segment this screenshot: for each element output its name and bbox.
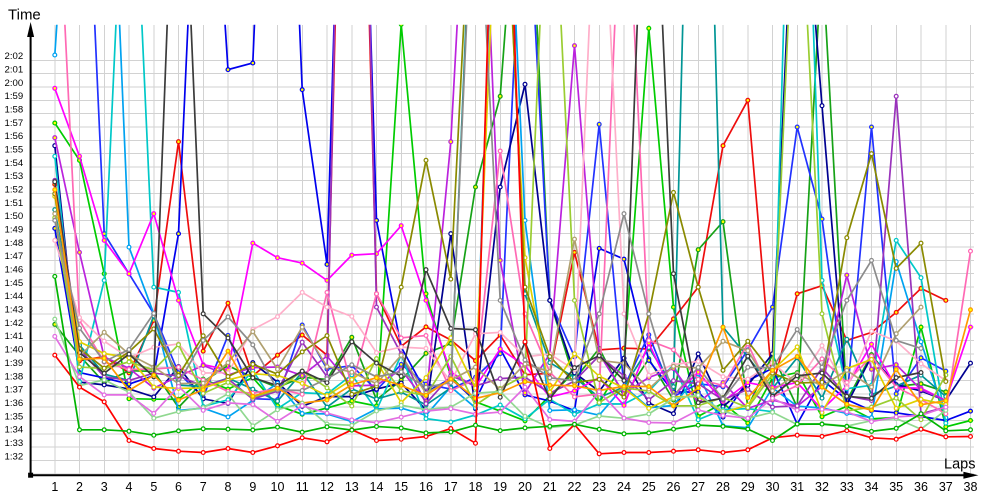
svg-text:1:38: 1:38	[5, 371, 24, 382]
svg-text:28: 28	[716, 480, 730, 494]
svg-text:22: 22	[568, 480, 582, 494]
svg-text:15: 15	[394, 480, 408, 494]
svg-text:24: 24	[617, 480, 631, 494]
svg-text:2:00: 2:00	[5, 78, 24, 89]
svg-text:1:34: 1:34	[5, 425, 24, 436]
svg-text:1:45: 1:45	[5, 278, 24, 289]
svg-text:1:54: 1:54	[5, 158, 24, 169]
svg-text:9: 9	[249, 480, 256, 494]
svg-text:16: 16	[419, 480, 433, 494]
svg-text:6: 6	[175, 480, 182, 494]
svg-text:1:46: 1:46	[5, 265, 24, 276]
svg-text:1:36: 1:36	[5, 398, 24, 409]
svg-text:1:43: 1:43	[5, 305, 24, 316]
svg-text:35: 35	[889, 480, 903, 494]
svg-text:30: 30	[766, 480, 780, 494]
svg-text:29: 29	[741, 480, 755, 494]
svg-text:5: 5	[150, 480, 157, 494]
svg-text:19: 19	[493, 480, 507, 494]
svg-text:1:52: 1:52	[5, 185, 24, 196]
svg-text:1:40: 1:40	[5, 345, 24, 356]
svg-text:23: 23	[592, 480, 606, 494]
svg-text:1:59: 1:59	[5, 91, 24, 102]
svg-text:1:57: 1:57	[5, 118, 24, 129]
svg-text:1:42: 1:42	[5, 318, 24, 329]
svg-text:1:48: 1:48	[5, 238, 24, 249]
svg-text:2: 2	[76, 480, 83, 494]
svg-text:34: 34	[865, 480, 879, 494]
svg-text:36: 36	[914, 480, 928, 494]
svg-text:2:02: 2:02	[5, 51, 24, 62]
svg-text:21: 21	[543, 480, 557, 494]
svg-text:1:32: 1:32	[5, 451, 24, 462]
svg-text:7: 7	[200, 480, 207, 494]
svg-text:13: 13	[345, 480, 359, 494]
svg-text:33: 33	[840, 480, 854, 494]
svg-text:1:41: 1:41	[5, 331, 24, 342]
svg-text:17: 17	[444, 480, 458, 494]
svg-text:32: 32	[815, 480, 829, 494]
svg-text:1:53: 1:53	[5, 171, 24, 182]
svg-text:2:01: 2:01	[5, 64, 24, 75]
svg-text:8: 8	[225, 480, 232, 494]
svg-text:26: 26	[667, 480, 681, 494]
svg-text:1:44: 1:44	[5, 291, 24, 302]
svg-text:4: 4	[126, 480, 133, 494]
svg-text:12: 12	[320, 480, 334, 494]
svg-text:3: 3	[101, 480, 108, 494]
svg-text:1:58: 1:58	[5, 105, 24, 116]
svg-text:1:51: 1:51	[5, 198, 24, 209]
svg-text:1:55: 1:55	[5, 145, 24, 156]
svg-text:Laps: Laps	[944, 457, 975, 473]
svg-text:1:49: 1:49	[5, 225, 24, 236]
svg-text:1:39: 1:39	[5, 358, 24, 369]
svg-text:18: 18	[469, 480, 483, 494]
svg-text:25: 25	[642, 480, 656, 494]
svg-text:1:37: 1:37	[5, 385, 24, 396]
svg-text:37: 37	[939, 480, 953, 494]
svg-text:20: 20	[518, 480, 532, 494]
svg-text:10: 10	[271, 480, 285, 494]
svg-text:11: 11	[296, 480, 309, 494]
svg-text:1:35: 1:35	[5, 411, 24, 422]
svg-text:31: 31	[790, 480, 804, 494]
svg-text:27: 27	[691, 480, 705, 494]
svg-text:Time: Time	[8, 7, 41, 24]
svg-text:1:56: 1:56	[5, 131, 24, 142]
svg-text:1:47: 1:47	[5, 251, 24, 262]
svg-text:38: 38	[964, 480, 978, 494]
svg-text:1:33: 1:33	[5, 438, 24, 449]
svg-text:1: 1	[51, 480, 58, 494]
svg-text:1:50: 1:50	[5, 211, 24, 222]
svg-text:14: 14	[370, 480, 384, 494]
